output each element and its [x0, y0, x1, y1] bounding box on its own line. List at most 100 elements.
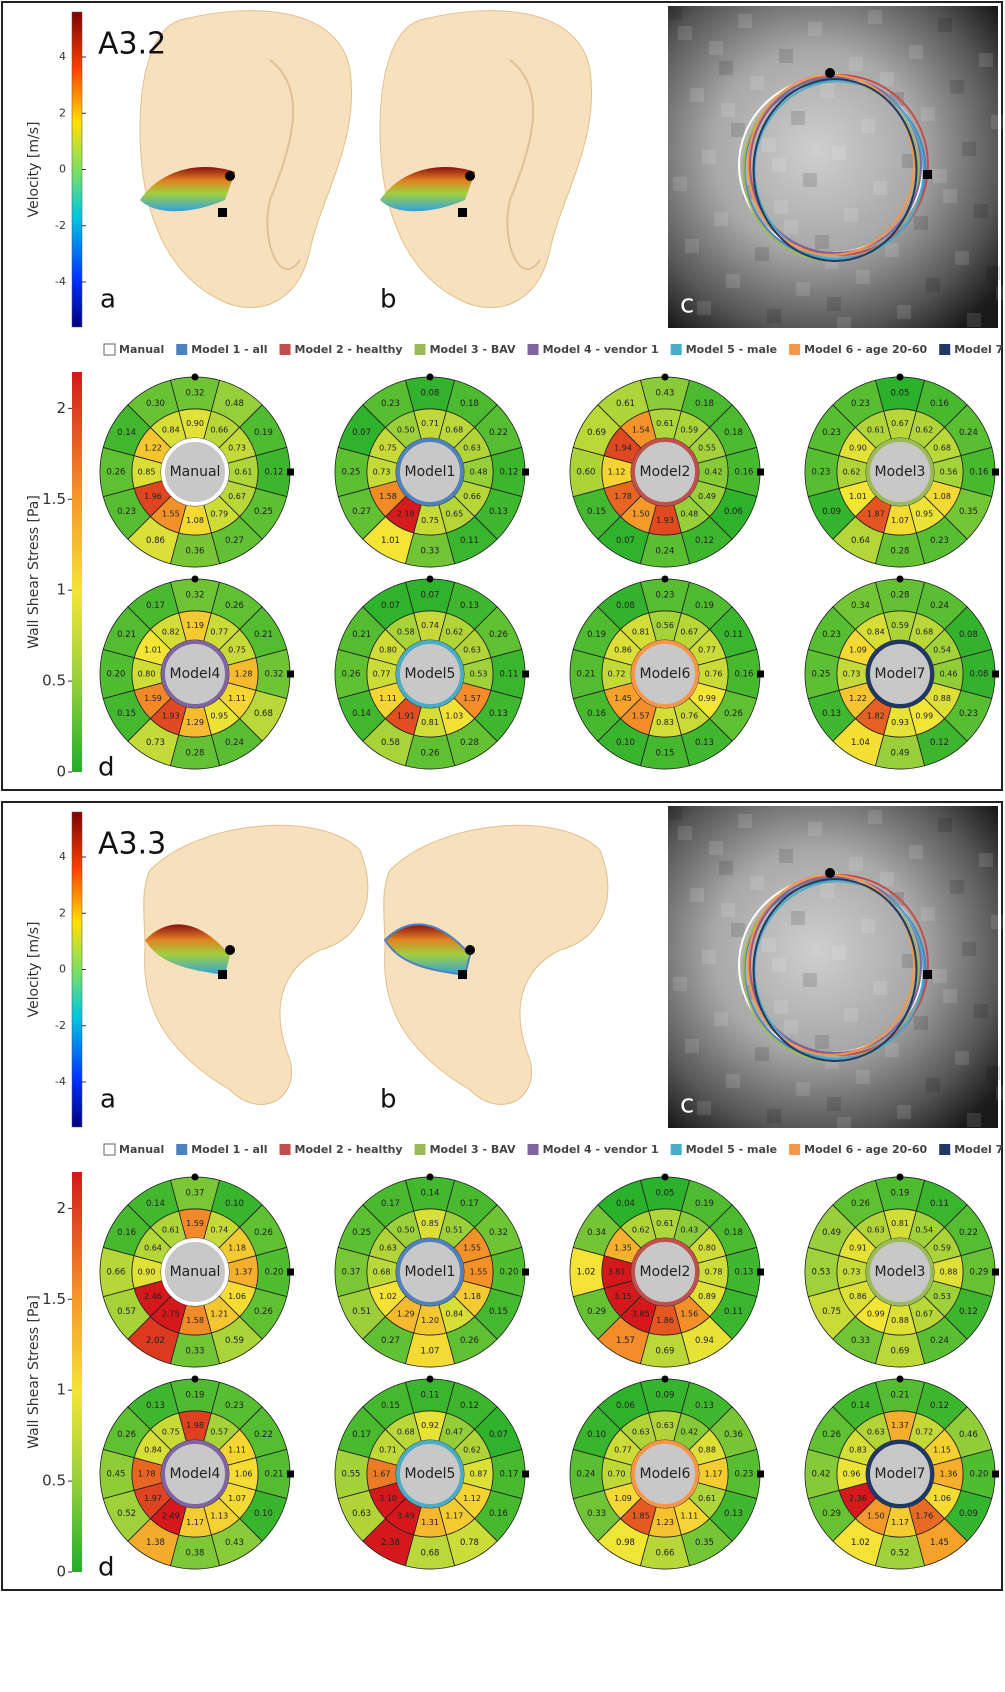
mri-texture: [897, 305, 911, 319]
segment-label: 0.26: [107, 468, 126, 478]
bullseye: 0.190.110.220.290.120.240.690.330.750.53…: [805, 1174, 999, 1368]
segment-label: 0.96: [843, 1470, 861, 1479]
aorta-rendering: [140, 11, 352, 308]
bullseye: 0.050.160.240.160.350.230.280.640.090.23…: [805, 374, 999, 568]
segment-label: 1.87: [867, 510, 885, 519]
segment-label: 0.27: [352, 507, 371, 517]
marker-dot: [225, 171, 235, 181]
marker-dot: [465, 171, 475, 181]
segment-label: 0.48: [470, 468, 488, 477]
mri-texture: [796, 1082, 810, 1096]
segment-label: 0.54: [915, 1225, 933, 1234]
mri-texture: [825, 255, 839, 269]
segment-label: 0.68: [397, 1427, 415, 1436]
segment-label: 0.11: [500, 670, 519, 680]
wss-axis-title: Wall Shear Stress [Pa]: [26, 495, 42, 649]
legend-swatch: [104, 1144, 115, 1155]
segment-label: 0.32: [265, 670, 284, 680]
segment-label: 0.26: [460, 1336, 479, 1346]
segment-label: 0.95: [210, 712, 228, 721]
segment-label: 0.21: [265, 1470, 284, 1480]
segment-label: 0.70: [608, 1470, 626, 1479]
segment-label: 1.82: [867, 712, 885, 721]
segment-label: 0.11: [724, 630, 743, 640]
segment-label: 0.53: [933, 1292, 951, 1301]
marker-dot: [192, 374, 199, 381]
segment-label: 0.78: [705, 1268, 723, 1277]
segment-label: 1.02: [851, 1538, 870, 1548]
velocity-tick-label: 2: [59, 906, 66, 919]
mri-texture: [914, 1016, 928, 1030]
segment-label: 0.36: [186, 547, 205, 557]
segment-label: 0.80: [698, 1243, 716, 1252]
segment-label: 1.58: [379, 492, 397, 501]
wss-colorbar: [72, 372, 82, 772]
segment-label: 0.88: [940, 1268, 958, 1277]
wss-tick-label: 1: [56, 581, 66, 599]
mri-texture: [762, 138, 776, 152]
segment-label: 0.73: [843, 670, 861, 679]
segment-label: 0.74: [210, 1225, 228, 1234]
segment-label: 0.10: [616, 738, 635, 748]
marker-dot: [897, 576, 904, 583]
mri-texture: [784, 220, 798, 234]
mri-texture: [791, 111, 805, 125]
velocity-tick-label: -2: [55, 1019, 66, 1032]
segment-label: 0.69: [587, 428, 606, 438]
segment-label: 1.20: [421, 1316, 439, 1325]
marker-dot: [662, 1174, 669, 1181]
segment-label: 0.12: [460, 1401, 479, 1411]
bullseye: 0.230.190.110.160.260.130.150.100.160.21…: [570, 576, 764, 770]
mri-texture: [921, 107, 935, 121]
marker-dot: [465, 945, 475, 955]
legend-swatch: [104, 344, 115, 355]
segment-label: 0.07: [616, 536, 635, 546]
segment-label: 0.13: [735, 1268, 754, 1278]
segment-label: 0.46: [959, 1430, 978, 1440]
mri-texture: [868, 810, 882, 824]
segment-label: 0.57: [117, 1307, 136, 1317]
mri-texture: [750, 876, 764, 890]
segment-label: 0.75: [228, 645, 246, 654]
segment-label: 0.56: [656, 621, 674, 630]
segment-label: 0.75: [379, 443, 397, 452]
mri-texture: [767, 1109, 781, 1123]
figure: 420-2-4Velocity [m/s]A3.2abcdManualModel…: [0, 0, 1005, 1692]
legend-swatch: [528, 1144, 539, 1155]
bullseye: 0.110.120.070.170.160.780.682.380.630.55…: [335, 1376, 529, 1569]
segment-label: 0.61: [867, 425, 885, 434]
segment-label: 0.24: [930, 1336, 949, 1346]
segment-label: 2.46: [144, 1292, 162, 1301]
mri-texture: [909, 845, 923, 859]
segment-label: 1.45: [930, 1538, 949, 1548]
segment-label: 0.23: [812, 468, 831, 478]
legend-label: Model 3 - BAV: [430, 1143, 516, 1156]
segment-label: 0.08: [970, 670, 989, 680]
mri-texture: [950, 80, 964, 94]
bullseye-label: Model4: [170, 1466, 221, 1482]
wss-tick-label: 0: [56, 1563, 66, 1581]
segment-label: 0.53: [812, 1268, 831, 1278]
segment-label: 0.09: [656, 1391, 675, 1401]
segment-label: 3.81: [608, 1268, 626, 1277]
segment-label: 0.76: [680, 712, 698, 721]
legend-swatch: [789, 344, 800, 355]
subpanel-letter: d: [98, 753, 115, 783]
wss-tick-label: 1.5: [42, 1290, 66, 1308]
segment-label: 0.63: [463, 645, 481, 654]
segment-label: 0.68: [373, 1268, 391, 1277]
mri-texture: [726, 274, 740, 288]
segment-label: 0.52: [117, 1509, 136, 1519]
segment-label: 0.18: [724, 428, 743, 438]
legend-swatch: [939, 1144, 950, 1155]
segment-label: 1.01: [849, 492, 867, 501]
legend-swatch: [671, 344, 682, 355]
mri-texture: [827, 1097, 841, 1111]
segment-label: 0.16: [930, 399, 949, 409]
segment-label: 0.08: [616, 601, 635, 611]
segment-label: 0.23: [735, 1470, 754, 1480]
segment-label: 1.98: [186, 1421, 204, 1430]
segment-label: 0.28: [891, 591, 910, 601]
mri-texture: [721, 103, 735, 117]
bullseye-label: Model2: [640, 464, 691, 480]
